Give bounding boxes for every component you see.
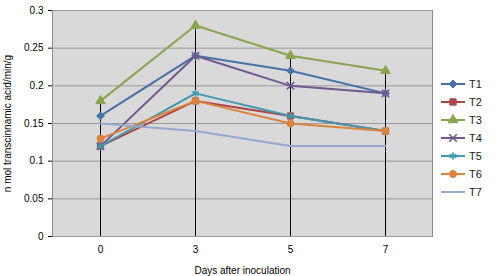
svg-text:0: 0 xyxy=(98,244,104,255)
svg-text:n mol transcinnamic acid/min/g: n mol transcinnamic acid/min/g xyxy=(2,55,13,192)
svg-text:0.25: 0.25 xyxy=(24,42,44,53)
svg-text:Days after inoculation: Days after inoculation xyxy=(194,265,290,276)
html-text:T7: T7 xyxy=(469,186,482,198)
svg-text:0.05: 0.05 xyxy=(24,193,44,204)
html-text:T1: T1 xyxy=(469,78,482,90)
html-text:T2: T2 xyxy=(469,96,482,108)
svg-text:7: 7 xyxy=(383,244,389,255)
html-text:T6: T6 xyxy=(469,168,482,180)
svg-text:0.1: 0.1 xyxy=(30,155,44,166)
html-text:T5: T5 xyxy=(469,150,482,162)
html-text:T3: T3 xyxy=(469,114,482,126)
svg-text:3: 3 xyxy=(193,244,199,255)
svg-text:0.15: 0.15 xyxy=(24,118,44,129)
svg-text:5: 5 xyxy=(288,244,294,255)
svg-text:0.3: 0.3 xyxy=(30,5,44,16)
svg-text:0: 0 xyxy=(38,231,44,242)
svg-text:0.2: 0.2 xyxy=(30,80,44,91)
html-text:T4: T4 xyxy=(469,132,482,144)
